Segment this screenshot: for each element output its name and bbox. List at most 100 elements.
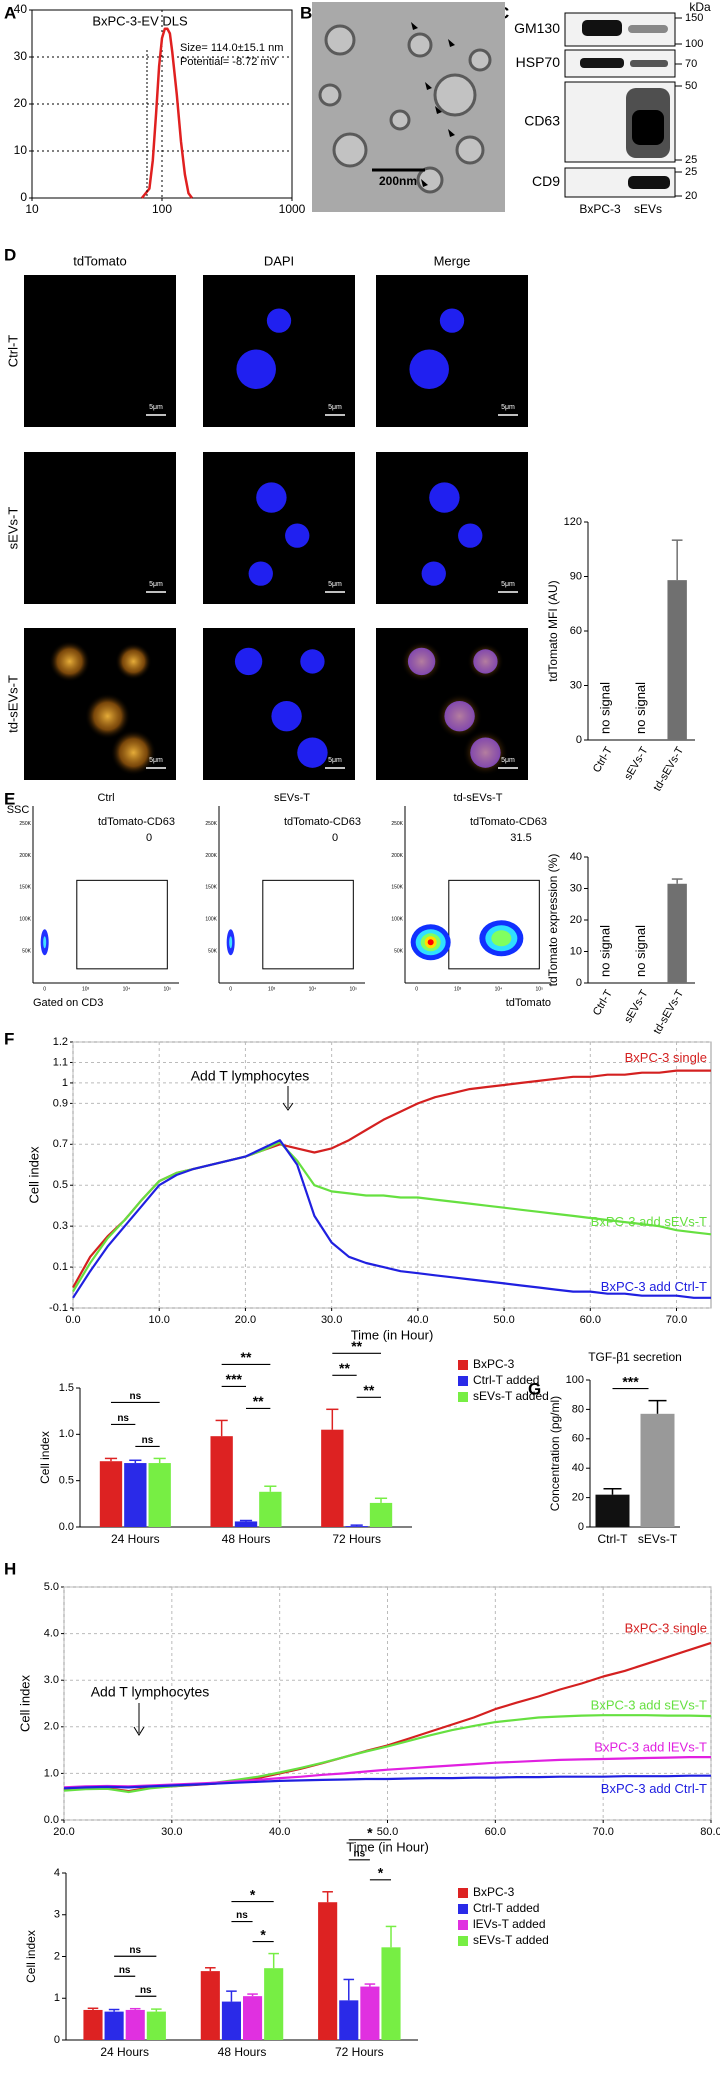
legend-label: Ctrl-T added: [473, 1901, 539, 1915]
bar: [259, 1491, 282, 1527]
bar: [234, 1521, 258, 1527]
y-tick-label: -0.1: [49, 1302, 68, 1314]
y-tick-label: 0.9: [53, 1097, 68, 1109]
bar: [200, 1971, 220, 2040]
y-tick-label: 1.0: [44, 1767, 59, 1779]
y-tick-label: 1: [62, 1077, 68, 1089]
lane-label: sEVs: [634, 202, 662, 216]
x-tick-label: 40.0: [407, 1314, 428, 1326]
td-signal: [436, 693, 483, 739]
x-tick-label: 24 Hours: [111, 1532, 160, 1546]
x-tick-label: 30.0: [161, 1826, 182, 1838]
blot-unit: kDa: [689, 0, 711, 14]
y-tick-label: 10: [570, 945, 582, 957]
flow-y-tick: 200K: [19, 853, 31, 859]
series-label: BxPC-3 single: [625, 1620, 707, 1635]
column-label: Merge: [434, 253, 471, 268]
flow-y-tick: 200K: [391, 853, 403, 859]
significance: *: [367, 1824, 373, 1840]
nucleus: [266, 308, 292, 333]
gate-value: 0: [146, 832, 152, 844]
y-tick-label: 3: [54, 1909, 60, 1921]
micrograph: [376, 452, 528, 604]
td-signal: [49, 640, 91, 682]
significance: *: [378, 1864, 384, 1880]
y-tick-label: 2.0: [44, 1721, 59, 1733]
bar: [221, 2001, 241, 2040]
significance: ns: [140, 1985, 152, 1996]
x-tick-label: 60.0: [580, 1314, 601, 1326]
marker-label: 100: [685, 38, 703, 50]
scale-bar-label: 5μm: [149, 581, 163, 588]
bar: [104, 2011, 124, 2040]
bar: [381, 1947, 401, 2040]
td-signal: [462, 729, 509, 776]
x-tick-label: 72 Hours: [335, 2045, 384, 2059]
annotation-arrow: [282, 1102, 294, 1111]
y-tick-label: 30: [570, 882, 582, 894]
data-line: [72, 1139, 711, 1299]
legend-label: BxPC-3: [473, 1357, 515, 1371]
flow-axis-label: SSC: [7, 804, 30, 816]
row-label: Ctrl-T: [5, 335, 20, 368]
x-axis-label: Time (in Hour): [346, 1839, 429, 1854]
y-tick-label: 20: [572, 1492, 584, 1504]
bar: [640, 1413, 675, 1527]
nucleus: [429, 482, 460, 513]
arrowhead: [448, 39, 455, 47]
vesicle: [407, 32, 433, 58]
y-tick-label: 90: [570, 570, 582, 582]
y-tick-label: 0.5: [53, 1179, 68, 1191]
blot-label: HSP70: [516, 54, 561, 70]
flow-y-tick: 50K: [208, 948, 218, 954]
annotation: no signal: [597, 925, 612, 977]
x-tick-label: 20.0: [53, 1826, 74, 1838]
band: [582, 20, 622, 36]
x-tick-label: Ctrl-T: [591, 745, 615, 775]
y-tick-label: 2: [54, 1950, 60, 1962]
scale-bar-label: 5μm: [328, 581, 342, 588]
flow-y-tick: 250K: [19, 821, 31, 827]
flow-x-tick: 10⁴: [123, 986, 131, 992]
gate-name: tdTomato-CD63: [284, 816, 361, 828]
annotation: no signal: [633, 925, 648, 977]
micrograph: [203, 452, 355, 604]
nucleus: [248, 561, 273, 586]
significance: **: [339, 1360, 350, 1376]
bar: [83, 2009, 103, 2040]
x-tick-label: 10: [25, 202, 39, 216]
column-label: DAPI: [264, 253, 294, 268]
data-line: [63, 1774, 711, 1790]
sample-name: td-sEVs-T: [454, 792, 503, 804]
band: [580, 58, 624, 68]
bar: [595, 1494, 630, 1527]
vesicle: [468, 48, 492, 72]
band: [630, 60, 668, 67]
sample-name: sEVs-T: [274, 792, 310, 804]
x-tick-label: 70.0: [592, 1826, 613, 1838]
y-tick-label: 0.0: [44, 1814, 59, 1826]
lane-label: BxPC-3: [579, 202, 621, 216]
td-signal: [467, 643, 504, 680]
flow-x-tick: 10⁴: [495, 986, 503, 992]
annotation: no signal: [597, 682, 612, 734]
significance: ***: [226, 1371, 243, 1387]
y-tick-label: 60: [570, 625, 582, 637]
x-tick-label: 0.0: [65, 1314, 80, 1326]
x-tick-label: 48 Hours: [222, 1532, 271, 1546]
vesicle: [318, 83, 342, 107]
flow-x-tick: 10⁴: [309, 986, 317, 992]
x-tick-label: sEVs-T: [638, 1532, 678, 1546]
flow-x-tick: 10⁵: [163, 986, 171, 992]
y-tick-label: 1.5: [59, 1382, 74, 1394]
sample-name: Ctrl: [97, 792, 114, 804]
flow-x-tick: 10⁵: [535, 986, 543, 992]
scale-bar-label: 5μm: [328, 404, 342, 411]
micrograph: [376, 275, 528, 427]
marker-label: 150: [685, 12, 703, 24]
y-tick-label: 0: [578, 1521, 584, 1533]
arrowhead: [448, 129, 455, 137]
td-signal: [84, 693, 131, 739]
blot-label: CD63: [524, 113, 560, 129]
y-tick-label: 80: [572, 1403, 584, 1415]
